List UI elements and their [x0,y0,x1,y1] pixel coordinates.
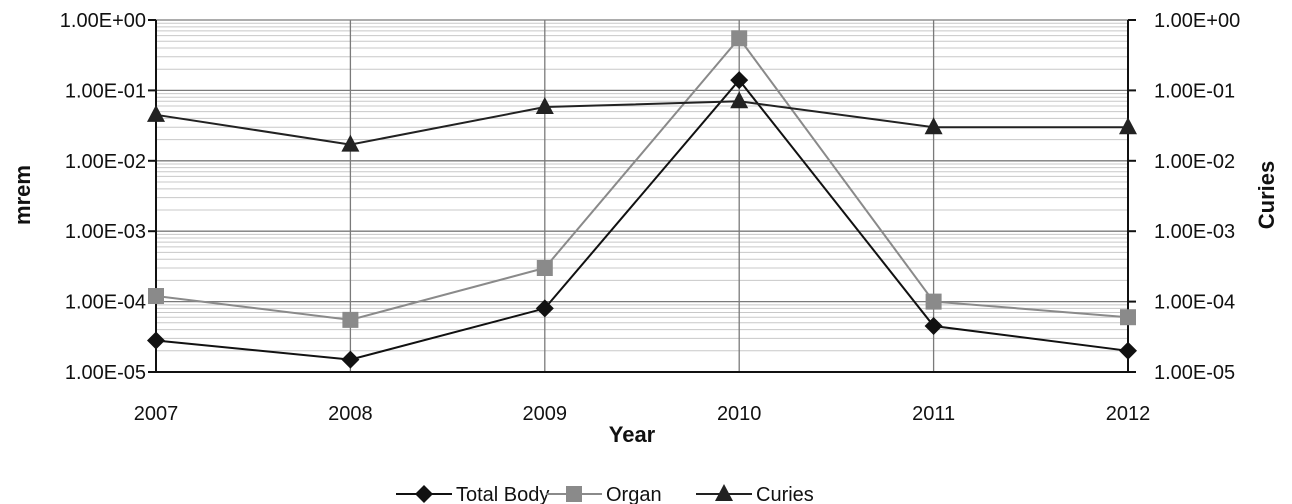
data-point [341,350,360,369]
data-point [341,134,360,152]
data-point [924,317,943,336]
data-point [925,293,942,310]
data-point [730,71,749,90]
y2-tick-label: 1.00E+00 [1154,10,1240,32]
y2-axis-title: Curies [1254,161,1279,229]
legend-item: Curies [696,484,814,504]
legend-item: Organ [546,484,662,504]
data-point [535,299,554,318]
x-tick-label: 2010 [717,403,762,425]
legend-label: Total Body [456,484,549,504]
legend-label: Organ [606,484,662,504]
data-point [536,260,553,277]
x-tick-label: 2009 [523,403,568,425]
legend-label: Curies [756,484,814,504]
series-curies [147,91,1137,152]
series-line [155,100,1128,146]
x-tick-label: 2007 [134,403,179,425]
series-organ [148,30,1136,328]
plot-area [156,20,1128,372]
y2-tick-label: 1.00E-02 [1154,151,1235,173]
y-tick-label: 1.00E-04 [65,292,146,314]
x-axis-title: Year [609,422,656,447]
series-group [147,30,1137,369]
x-tick-label: 2008 [328,403,373,425]
data-point [924,117,943,135]
y-tick-label: 1.00E-02 [65,151,146,173]
x-tick-label: 2011 [912,403,955,425]
y-tick-label: 1.00E-03 [65,221,146,243]
y-tick-label: 1.00E+00 [60,10,146,32]
data-point [147,331,165,350]
y2-tick-label: 1.00E-05 [1154,362,1235,384]
data-point [535,97,554,115]
legend-marker [715,484,733,501]
data-point [147,104,165,122]
data-point [1120,309,1136,326]
y2-tick-label: 1.00E-03 [1154,221,1235,243]
data-point [1119,341,1137,360]
y2-tick-label: 1.00E-04 [1154,292,1235,314]
series-line [155,36,1129,321]
data-point [148,288,164,305]
y2-tick-label: 1.00E-01 [1154,80,1235,102]
x-tick-label: 2012 [1106,403,1151,425]
series-line [155,78,1129,361]
legend-item: Total Body [396,484,549,504]
y-tick-label: 1.00E-05 [65,362,146,384]
data-point [342,311,359,328]
series-total-body [147,71,1137,369]
data-point [1119,117,1137,135]
tick-labels: 1.00E+00 1.00E-01 1.00E-02 1.00E-03 1.00E-04… [60,10,1240,425]
grid [155,19,1129,373]
legend: Total Body Organ Curies [396,484,814,504]
legend-marker [566,486,582,502]
y-tick-label: 1.00E-01 [65,80,146,102]
data-point [731,30,748,47]
data-point [730,91,749,109]
legend-marker [415,485,433,503]
y-axis-title: mrem [10,165,35,225]
